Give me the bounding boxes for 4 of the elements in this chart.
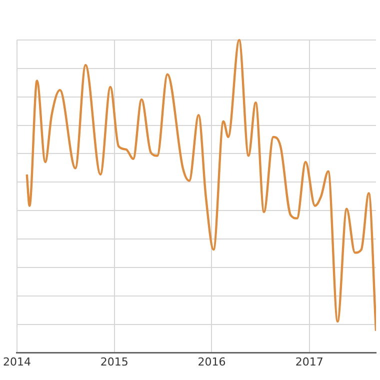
x-tick-label: 2017 <box>295 355 324 368</box>
x-tick-label: 2014 <box>2 355 31 368</box>
x-tick-label: 2015 <box>100 355 128 368</box>
x-tick-label: 2016 <box>198 355 226 368</box>
